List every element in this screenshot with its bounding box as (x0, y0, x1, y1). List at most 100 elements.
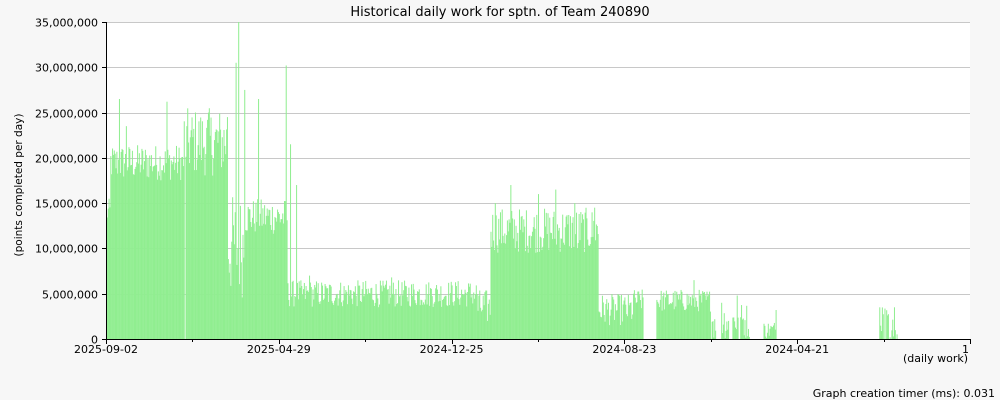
bar (254, 231, 256, 339)
bar (595, 224, 597, 339)
bar (545, 212, 547, 339)
bar (541, 249, 543, 339)
bar (591, 212, 593, 339)
bar (185, 156, 187, 339)
bar (613, 299, 615, 339)
bar (398, 296, 400, 339)
bar (502, 235, 504, 339)
bar (384, 287, 386, 339)
bar (172, 161, 174, 339)
bar (318, 301, 320, 339)
bar (587, 239, 589, 339)
bar (454, 301, 456, 339)
bar (342, 300, 344, 339)
bar (276, 221, 278, 339)
bar (449, 305, 451, 339)
bar (201, 160, 203, 339)
bar (214, 132, 216, 339)
bar (605, 303, 607, 339)
bar (229, 263, 231, 339)
bar (449, 293, 451, 339)
bar (409, 305, 411, 339)
bar (244, 89, 246, 340)
bar (747, 328, 749, 339)
bar (599, 312, 601, 339)
bar (115, 168, 117, 339)
bar (339, 290, 341, 339)
bar (207, 119, 209, 339)
bar (294, 296, 296, 339)
y-tick-label: 10,000,000 (35, 243, 98, 256)
bar (451, 285, 453, 339)
bar (289, 306, 291, 339)
bar (111, 174, 113, 339)
bar (740, 317, 742, 339)
bar (658, 303, 660, 339)
bar (455, 282, 457, 339)
bar (506, 220, 508, 339)
bar (418, 289, 420, 339)
bar (465, 292, 467, 339)
bar (128, 147, 130, 339)
bar (722, 324, 724, 339)
bar (290, 144, 292, 339)
bar (504, 233, 506, 339)
bar (884, 308, 886, 339)
bar (615, 310, 617, 339)
bar (579, 240, 581, 339)
bar (394, 306, 396, 339)
bar (639, 300, 641, 339)
bar (519, 229, 521, 339)
bar (475, 285, 477, 339)
bar (680, 289, 682, 339)
bar (259, 213, 261, 339)
bar (461, 294, 463, 339)
bar (136, 162, 138, 339)
bars (106, 22, 898, 340)
bar (423, 302, 425, 339)
bar (658, 307, 660, 339)
bar (407, 301, 409, 339)
bar (150, 155, 152, 339)
bar (186, 126, 188, 339)
bar (188, 163, 190, 339)
bar (707, 296, 709, 339)
bar (341, 302, 343, 339)
bar (370, 288, 372, 339)
bar (623, 300, 625, 339)
bar (523, 219, 525, 339)
bar (537, 252, 539, 339)
bar (316, 293, 318, 339)
bar (725, 330, 727, 339)
bar (207, 112, 209, 339)
bar (701, 302, 703, 339)
bar (558, 227, 560, 339)
bar (358, 285, 360, 339)
bar (692, 298, 694, 339)
bar (527, 252, 529, 339)
bar (413, 289, 415, 339)
bar (257, 199, 259, 339)
bar (492, 214, 494, 339)
bar (145, 155, 147, 339)
bar (334, 297, 336, 339)
bar (446, 305, 448, 339)
bar (163, 165, 165, 339)
bar (594, 207, 596, 339)
bar (239, 205, 241, 339)
bar (714, 319, 716, 339)
bar (431, 296, 433, 339)
bar (490, 231, 492, 339)
bar (313, 299, 315, 339)
bar (329, 284, 331, 339)
bar (452, 302, 454, 339)
bar (247, 206, 249, 339)
bar (118, 98, 120, 340)
bar (768, 335, 770, 339)
bar (736, 295, 738, 339)
bar (427, 294, 429, 339)
bar (249, 209, 251, 339)
bar (685, 308, 687, 339)
bar (565, 216, 567, 339)
